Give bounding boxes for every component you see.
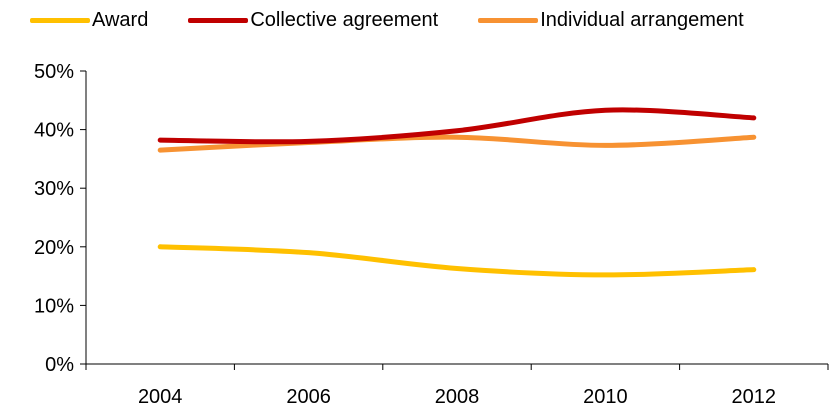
legend-label-collective-agreement: Collective agreement bbox=[250, 8, 439, 31]
x-tick-label: 2010 bbox=[583, 386, 628, 408]
series-line-collective-agreement bbox=[157, 107, 757, 145]
y-tick-label: 40% bbox=[34, 120, 74, 142]
legend-item-collective-agreement: Collective agreement bbox=[188, 9, 438, 32]
x-tick-label: 2008 bbox=[435, 386, 480, 408]
y-tick-label: 10% bbox=[34, 295, 74, 317]
y-tick-label: 20% bbox=[34, 237, 74, 259]
legend-label-award: Award bbox=[92, 8, 149, 31]
legend-item-award: Award bbox=[30, 9, 148, 32]
y-tick-label: 50% bbox=[34, 61, 74, 83]
legend-label-individual-arrangement: Individual arrangement bbox=[540, 8, 744, 31]
legend-item-individual-arrangement: Individual arrangement bbox=[478, 8, 744, 32]
legend-swatch-collective-agreement bbox=[188, 17, 249, 23]
x-tick-label: 2012 bbox=[732, 386, 777, 408]
x-tick-label: 2004 bbox=[138, 386, 183, 408]
legend: Award Collective agreement Individual ar… bbox=[30, 4, 744, 36]
y-tick-label: 30% bbox=[34, 178, 74, 200]
legend-swatch-award bbox=[30, 17, 90, 23]
x-tick-label: 2006 bbox=[286, 386, 331, 408]
y-tick-label: 0% bbox=[45, 354, 74, 376]
legend-swatch-individual-arrangement bbox=[478, 17, 539, 23]
series-line-award bbox=[157, 244, 757, 278]
series-line-individual-arrangement bbox=[157, 134, 757, 153]
